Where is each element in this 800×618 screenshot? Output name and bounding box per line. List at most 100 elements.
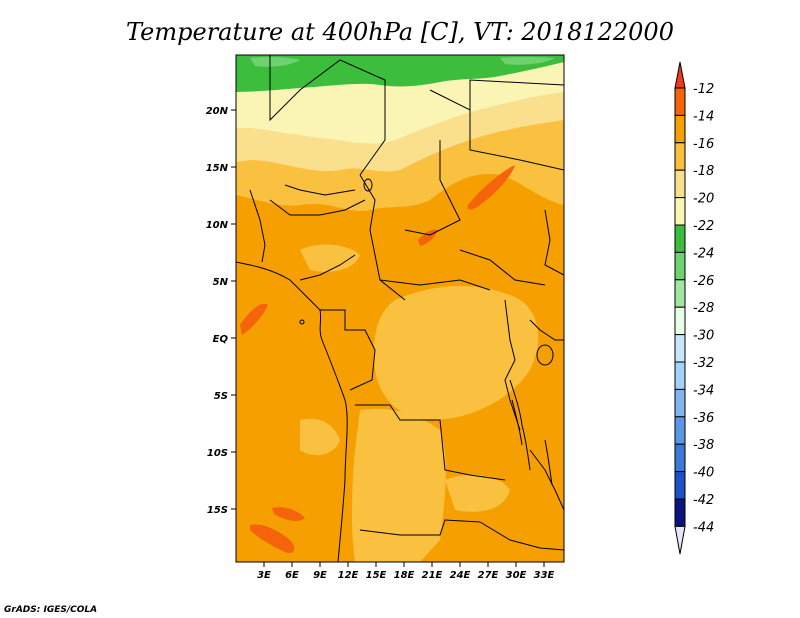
lat-label-20n: 20N [206,106,229,117]
border-west-1 [249,189,266,263]
colorbar-swatch-15 [674,471,686,500]
colorbar-swatch-4 [674,169,686,199]
lat-label-10n: 10N [206,220,229,231]
border-west-2 [284,184,356,196]
field-light-orange-se [445,474,510,512]
colorbar-label-m34: -34 [693,383,714,398]
border-east-2 [529,319,564,341]
border-east-1 [504,299,521,431]
island-bioko [299,319,305,325]
colorbar-label-m30: -30 [693,329,714,344]
colorbar-swatch-11 [674,361,686,390]
lake-tanganyika [511,399,523,446]
border-central-1 [359,174,406,301]
grads-credit: GrADS: IGES/COLA [4,605,97,615]
colorbar-label-m32: -32 [693,356,714,371]
lat-label-10s: 10S [207,448,228,459]
lon-label-33e: 33E [534,570,555,581]
colorbar-label-m16: -16 [693,137,714,152]
colorbar-swatch-2 [674,114,686,144]
border-central-4 [379,279,491,291]
border-angola [359,519,481,536]
field-light-orange-west [300,418,340,456]
border-gabon [320,309,376,391]
colorbar-swatch-16 [674,498,686,527]
border-zambia [479,521,564,551]
lat-axis: 20N 15N 10N 5N EQ 5S 10S 15S [206,106,236,516]
colorbar-label-m22: -22 [693,219,714,234]
colorbar-label-m20: -20 [693,192,714,207]
colorbar-swatch-14 [674,443,686,473]
colorbar-label-m18: -18 [693,164,714,179]
colorbar-label-m14: -14 [693,109,714,124]
colorbar-swatch-6 [674,224,686,253]
colorbar-label-m44: -44 [693,520,714,535]
lakes [299,178,554,486]
field-light-orange-south [351,408,446,562]
lon-axis: 3E 6E 9E 12E 15E 18E 21E 24E 27E 30E 33E [257,562,555,581]
colorbar-swatch-5 [674,197,686,226]
lon-label-18e: 18E [394,570,415,581]
colorbar: -12 -14 -16 -18 -20 -22 -24 -26 -28 -30 … [674,61,714,555]
colorbar-label-m24: -24 [693,246,714,261]
colorbar-label-m36: -36 [693,411,714,426]
field-light-orange-center [374,285,539,420]
border-north-1 [269,55,386,176]
border-sudan [469,110,564,171]
colorbar-swatch-7 [674,251,686,281]
field-red-patch-west [240,303,268,335]
lon-label-6e: 6E [285,570,299,581]
colorbar-swatch-10 [674,334,686,363]
colorbar-bottom-arrow [674,525,686,555]
lake-chad [363,178,373,192]
field-red-patch-sw [250,524,295,554]
lat-label-eq: EQ [213,334,229,345]
colorbar-top-arrow [674,61,686,89]
lake-victoria [536,344,554,366]
map-title: Temperature at 400hPa [C], VT: 201812200… [126,18,674,46]
colorbar-label-m26: -26 [693,274,714,289]
colorbar-swatch-1 [674,87,686,116]
field-green [236,55,564,92]
field-light-orange-mid [300,244,360,272]
lon-label-27e: 27E [478,570,499,581]
field-red-patch-sw2 [272,507,305,521]
colorbar-label-m38: -38 [693,438,714,453]
lon-label-21e: 21E [422,570,443,581]
colorbar-swatch-12 [674,388,686,418]
border-nigeria [269,199,366,216]
lon-label-15e: 15E [366,570,387,581]
lon-label-24e: 24E [450,570,471,581]
lon-label-12e: 12E [338,570,359,581]
border-drc-south [355,404,506,481]
field-red-patch-ne [467,165,515,210]
border-ethiopia [544,209,564,276]
colorbar-label-m28: -28 [693,301,714,316]
border-lakes [509,379,531,471]
temperature-map [236,55,564,562]
colorbar-label-m42: -42 [693,493,714,508]
colorbar-label-m40: -40 [693,466,714,481]
country-borders [236,55,564,562]
lon-label-30e: 30E [506,570,527,581]
border-central-2 [404,140,461,236]
lat-label-15n: 15N [206,163,229,174]
colorbar-labels: -12 -14 -16 -18 -20 -22 -24 -26 -28 -30 … [693,82,714,535]
lat-label-5s: 5S [214,391,228,402]
map-frame [235,54,565,563]
colorbar-swatch-13 [674,416,686,445]
colorbar-swatch-3 [674,142,686,171]
border-cameroon [299,254,356,281]
lon-label-9e: 9E [313,570,327,581]
colorbar-swatch-8 [674,279,686,308]
lat-label-15s: 15S [207,505,228,516]
colorbar-label-m12: -12 [693,82,714,97]
field-light-green [250,56,300,67]
colorbar-swatch-9 [674,306,686,336]
lat-label-5n: 5N [213,277,229,288]
border-tanzania [529,449,564,511]
lon-label-3e: 3E [257,570,271,581]
coastline-west [236,261,348,562]
lake-malawi [544,439,553,486]
border-central-3 [459,249,546,286]
